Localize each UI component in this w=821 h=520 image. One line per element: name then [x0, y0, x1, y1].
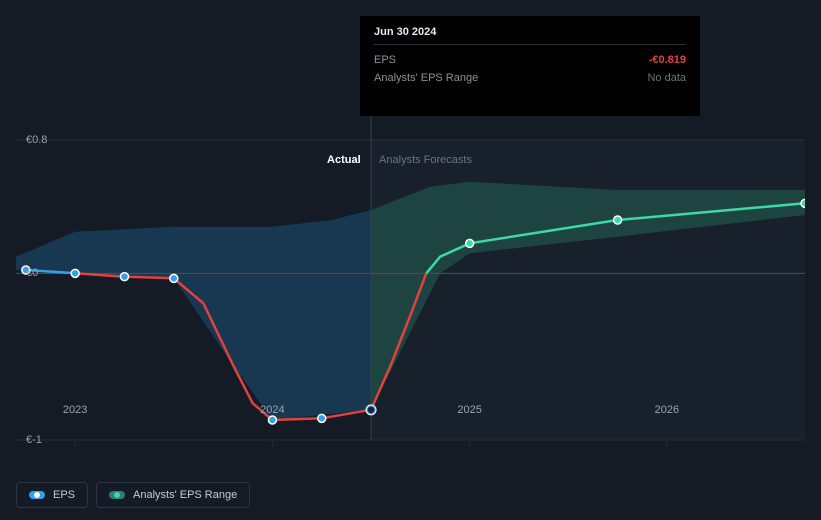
tooltip-title: Jun 30 2024 — [374, 26, 686, 45]
legend-swatch — [29, 491, 45, 499]
tooltip-row-label: Analysts' EPS Range — [374, 69, 478, 87]
section-label-actual: Actual — [327, 154, 361, 166]
legend-label: EPS — [53, 489, 75, 501]
chart-tooltip: Jun 30 2024 EPS-€0.819Analysts' EPS Rang… — [360, 16, 700, 116]
x-axis-label: 2024 — [260, 404, 284, 416]
x-axis-label: 2023 — [63, 404, 87, 416]
eps-forecast-chart: €0.8 €0 €-1 2023 2024 2025 2026 Actual Analys… — [0, 0, 821, 520]
y-axis-label: €0 — [26, 267, 38, 279]
y-axis-label: €0.8 — [26, 134, 47, 146]
legend-label: Analysts' EPS Range — [133, 489, 237, 501]
x-axis-label: 2025 — [457, 404, 481, 416]
legend-item[interactable]: Analysts' EPS Range — [96, 482, 250, 508]
tooltip-row-label: EPS — [374, 51, 396, 69]
tooltip-row-value: No data — [647, 69, 686, 87]
tooltip-row-value: -€0.819 — [649, 51, 686, 69]
tooltip-row: Analysts' EPS Range No data — [374, 69, 686, 87]
y-axis-label: €-1 — [26, 434, 42, 446]
legend-swatch — [109, 491, 125, 499]
section-label-forecast: Analysts Forecasts — [379, 154, 472, 166]
legend-item[interactable]: EPS — [16, 482, 88, 508]
tooltip-row: EPS -€0.819 — [374, 51, 686, 69]
x-axis-label: 2026 — [655, 404, 679, 416]
chart-legend: EPS Analysts' EPS Range — [16, 482, 250, 508]
